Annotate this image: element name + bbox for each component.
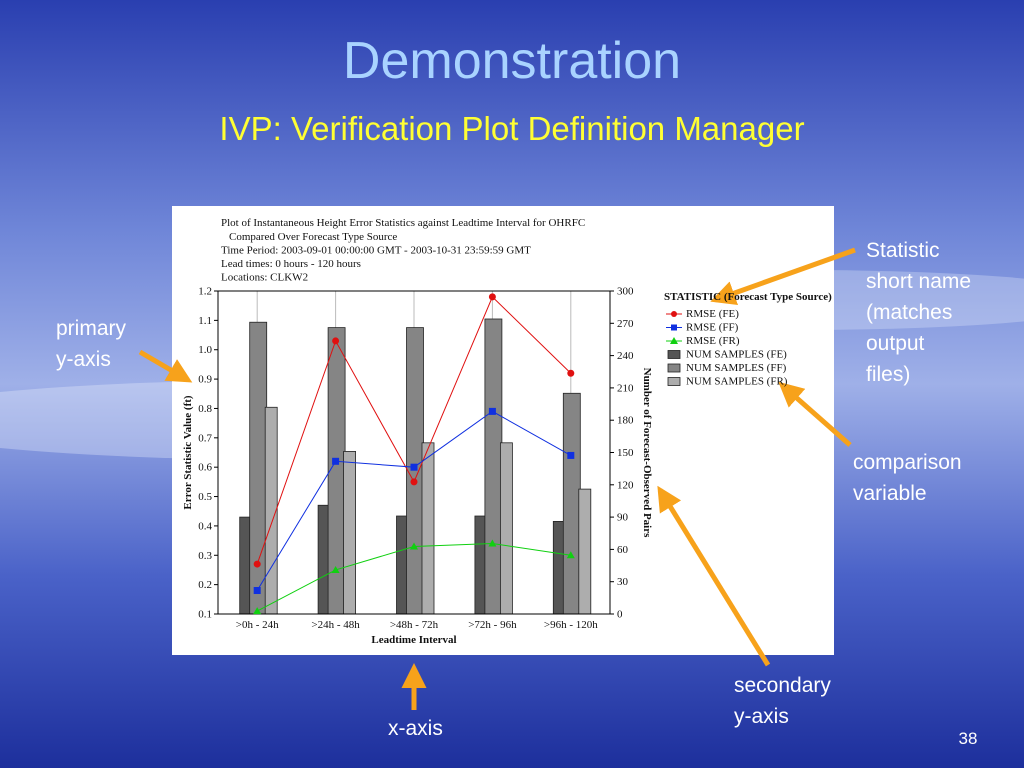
bar [406,327,424,615]
marker [567,369,575,377]
bar [421,442,435,615]
y2-tick-label: 120 [617,479,634,491]
x-tick-label: >72h - 96h [468,619,517,631]
y-tick-label: 1.1 [198,315,212,327]
marker [410,478,418,486]
bar [264,406,278,615]
legend-title: STATISTIC (Forecast Type Source) [664,291,832,303]
bar [499,442,513,615]
annotation: secondary [734,674,831,697]
annotation: short name [866,270,971,293]
legend-label: NUM SAMPLES (FR) [686,376,788,388]
annotation: primary [56,317,127,340]
bar [343,451,357,615]
annotation: y-axis [734,705,789,728]
y2-tick-label: 180 [617,415,634,427]
bar [249,321,268,615]
y2-tick-label: 60 [617,544,629,556]
x-axis-label: Leadtime Interval [371,634,456,646]
legend-swatch [667,377,681,386]
y2-tick-label: 30 [617,576,629,588]
marker [410,463,418,471]
x-tick-label: >0h - 24h [236,619,279,631]
y2-tick-label: 240 [617,350,634,362]
y-tick-label: 0.1 [198,609,212,621]
chart-subtitle: Compared Over Forecast Type Source [229,231,397,243]
chart-subtitle: Time Period: 2003-09-01 00:00:00 GMT - 2… [221,245,531,257]
y2-tick-label: 300 [617,286,634,298]
legend-marker [671,324,677,331]
y2-tick-label: 210 [617,382,634,394]
y-tick-label: 0.8 [198,403,212,415]
slide-subtitle: IVP: Verification Plot Definition Manage… [219,110,804,147]
arrow [778,381,852,447]
legend-marker [670,337,678,344]
y2-tick-label: 90 [617,512,629,524]
plot-frame [217,290,611,615]
annotation: files) [866,363,910,386]
y-tick-label: 0.3 [198,550,212,562]
y-axis-label: Error Statistic Value (ft) [182,395,194,509]
page-number: 38 [959,729,978,748]
annotation: Statistic [866,239,940,262]
legend-swatch [667,363,681,373]
y-tick-label: 1.0 [198,344,212,356]
legend-label: RMSE (FF) [686,322,739,334]
y-tick-label: 0.6 [198,462,212,474]
marker [488,293,496,301]
annotation: comparison [853,451,962,474]
arrow [710,247,856,306]
annotation: variable [853,482,927,505]
marker [488,539,497,547]
y2-axis-label: Number of Forecast-Observed Pairs [641,368,653,538]
bar [578,488,592,615]
marker [253,607,262,615]
y-tick-label: 0.2 [198,579,212,591]
marker [332,457,340,465]
legend-label: RMSE (FE) [686,308,739,320]
legend-label: RMSE (FR) [686,335,740,347]
annotation: y-axis [56,348,111,371]
y-tick-label: 0.7 [198,432,212,444]
y-tick-label: 1.2 [198,286,212,298]
slide-title: Demonstration [343,32,681,90]
y2-tick-label: 150 [617,447,634,459]
legend-label: NUM SAMPLES (FE) [686,349,787,361]
chart-subtitle: Lead times: 0 hours - 120 hours [221,258,361,270]
chart-subtitle: Locations: CLKW2 [221,272,308,284]
marker [331,565,340,573]
annotation: (matches [866,301,952,324]
marker [488,407,496,415]
marker [253,560,261,568]
bar [562,392,581,615]
annotations [138,247,856,710]
annotation: output [866,332,925,355]
x-tick-label: >24h - 48h [311,619,360,631]
y-tick-label: 0.9 [198,374,212,386]
marker [566,551,575,559]
legend-marker [671,311,677,317]
marker [410,542,418,550]
y2-tick-label: 0 [617,609,623,621]
marker [567,451,575,459]
arrow [138,349,193,383]
legend-label: NUM SAMPLES (FF) [686,362,787,374]
y-tick-label: 0.5 [198,491,212,503]
bar [484,318,503,615]
marker [253,587,261,595]
arrow [657,485,771,667]
legend-swatch [667,350,681,359]
x-tick-label: >96h - 120h [544,619,598,631]
chart-title: Plot of Instantaneous Height Error Stati… [221,217,585,229]
y2-tick-label: 270 [617,318,634,330]
x-tick-label: >48h - 72h [390,619,439,631]
annotation: x-axis [388,717,443,740]
y-tick-label: 0.4 [198,520,212,532]
marker [332,337,340,345]
